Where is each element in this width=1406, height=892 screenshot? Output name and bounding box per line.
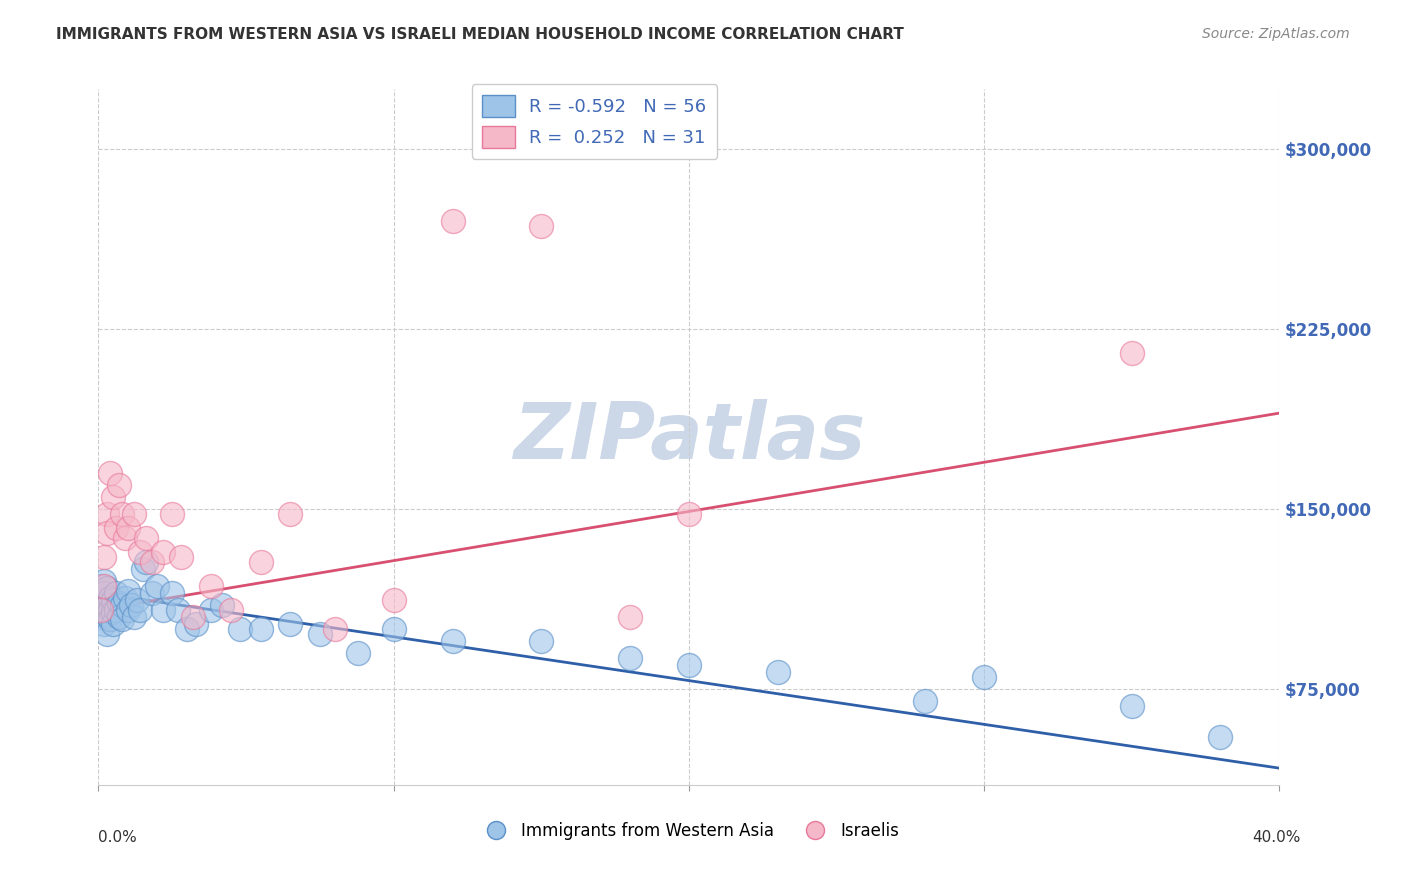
Point bbox=[162, 507, 183, 521]
Point bbox=[96, 607, 118, 622]
Point bbox=[98, 591, 121, 605]
Point bbox=[441, 634, 464, 648]
Point bbox=[382, 593, 405, 607]
Point bbox=[122, 507, 145, 521]
Point bbox=[105, 586, 128, 600]
Point bbox=[309, 627, 332, 641]
Point bbox=[678, 658, 700, 673]
Point bbox=[96, 598, 118, 612]
Point bbox=[103, 605, 125, 619]
Point bbox=[93, 549, 115, 564]
Legend: Immigrants from Western Asia, Israelis: Immigrants from Western Asia, Israelis bbox=[472, 815, 905, 847]
Point bbox=[128, 545, 150, 559]
Point bbox=[200, 579, 222, 593]
Point bbox=[105, 603, 128, 617]
Point bbox=[184, 617, 207, 632]
Point bbox=[135, 531, 157, 545]
Point bbox=[90, 579, 112, 593]
Point bbox=[141, 555, 163, 569]
Point bbox=[108, 478, 131, 492]
Point bbox=[200, 603, 222, 617]
Point bbox=[141, 586, 163, 600]
Point bbox=[90, 610, 112, 624]
Point bbox=[103, 490, 125, 504]
Point bbox=[382, 622, 405, 636]
Text: IMMIGRANTS FROM WESTERN ASIA VS ISRAELI MEDIAN HOUSEHOLD INCOME CORRELATION CHAR: IMMIGRANTS FROM WESTERN ASIA VS ISRAELI … bbox=[56, 27, 904, 42]
Point bbox=[1121, 698, 1143, 713]
Point bbox=[211, 598, 233, 612]
Point bbox=[114, 531, 136, 545]
Point bbox=[530, 219, 553, 233]
Point bbox=[90, 603, 112, 617]
Point bbox=[1121, 346, 1143, 360]
Point bbox=[250, 622, 273, 636]
Point bbox=[93, 574, 115, 588]
Point bbox=[111, 598, 134, 612]
Point bbox=[128, 603, 150, 617]
Point bbox=[176, 622, 198, 636]
Point bbox=[152, 545, 174, 559]
Point bbox=[98, 603, 121, 617]
Point bbox=[120, 598, 142, 612]
Point bbox=[90, 593, 112, 607]
Point bbox=[111, 507, 134, 521]
Point bbox=[93, 586, 115, 600]
Point bbox=[98, 466, 121, 480]
Point bbox=[103, 593, 125, 607]
Point bbox=[162, 586, 183, 600]
Text: ZIPatlas: ZIPatlas bbox=[513, 399, 865, 475]
Point bbox=[146, 579, 169, 593]
Point bbox=[323, 622, 346, 636]
Point bbox=[914, 694, 936, 708]
Point bbox=[132, 562, 155, 576]
Point bbox=[98, 612, 121, 626]
Point bbox=[135, 555, 157, 569]
Point bbox=[152, 603, 174, 617]
Point bbox=[108, 596, 131, 610]
Point bbox=[678, 507, 700, 521]
Point bbox=[167, 603, 190, 617]
Point bbox=[103, 617, 125, 632]
Point bbox=[93, 617, 115, 632]
Point bbox=[170, 549, 193, 564]
Point bbox=[117, 603, 139, 617]
Point bbox=[96, 581, 118, 595]
Point bbox=[530, 634, 553, 648]
Point bbox=[1209, 730, 1232, 744]
Point bbox=[973, 670, 995, 684]
Point bbox=[105, 521, 128, 535]
Point bbox=[122, 610, 145, 624]
Point bbox=[280, 507, 302, 521]
Text: 40.0%: 40.0% bbox=[1253, 830, 1301, 845]
Point bbox=[96, 507, 118, 521]
Text: 0.0%: 0.0% bbox=[98, 830, 138, 845]
Point bbox=[250, 555, 273, 569]
Point bbox=[229, 622, 252, 636]
Point bbox=[117, 583, 139, 598]
Point bbox=[619, 610, 641, 624]
Point bbox=[181, 610, 204, 624]
Point bbox=[96, 627, 118, 641]
Point bbox=[111, 612, 134, 626]
Point bbox=[280, 617, 302, 632]
Point bbox=[114, 591, 136, 605]
Point bbox=[347, 646, 370, 660]
Point bbox=[441, 214, 464, 228]
Point bbox=[221, 603, 243, 617]
Text: Source: ZipAtlas.com: Source: ZipAtlas.com bbox=[1202, 27, 1350, 41]
Point bbox=[766, 665, 789, 680]
Point bbox=[93, 603, 115, 617]
Point bbox=[619, 650, 641, 665]
Point bbox=[117, 521, 139, 535]
Point bbox=[96, 526, 118, 541]
Point bbox=[108, 610, 131, 624]
Point bbox=[93, 579, 115, 593]
Point bbox=[125, 593, 148, 607]
